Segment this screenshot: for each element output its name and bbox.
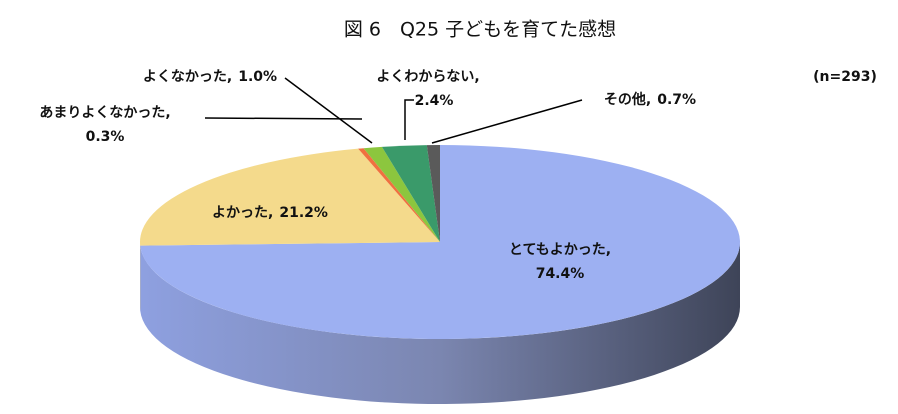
data-label: よくなかった, 1.0% <box>143 69 277 85</box>
slice <box>139 148 440 246</box>
data-label: 2.4% <box>415 93 454 109</box>
leader-line <box>431 99 583 144</box>
data-label: 0.3% <box>86 129 125 145</box>
data-label: よかった, 21.2% <box>212 205 328 221</box>
data-label-name: よかった, <box>212 205 273 221</box>
leader-line <box>204 117 363 120</box>
slice <box>381 145 440 242</box>
data-label-name: とてもよかった, <box>509 242 611 258</box>
data-label-name: よくなかった, <box>143 69 232 85</box>
leader-line <box>404 99 414 140</box>
data-label-name: よくわからない, <box>376 69 479 85</box>
slice <box>140 145 740 339</box>
annotation: (n=293) <box>813 69 877 85</box>
data-label-value: 21.2% <box>279 205 328 221</box>
data-label-name: その他, <box>604 91 651 108</box>
chart-title: 図 6 Q25 子どもを育てた感想 <box>344 19 616 41</box>
data-label-name: あまりよくなかった, <box>39 105 170 121</box>
slice <box>426 144 440 242</box>
slice-side <box>140 242 740 405</box>
slice <box>363 146 440 242</box>
data-label-value: 1.0% <box>238 69 277 85</box>
data-label: 74.4% <box>536 266 585 282</box>
data-label-value: 0.7% <box>657 92 696 108</box>
data-label: その他, 0.7% <box>604 91 696 108</box>
slice <box>358 148 440 242</box>
leader-line <box>284 77 373 144</box>
